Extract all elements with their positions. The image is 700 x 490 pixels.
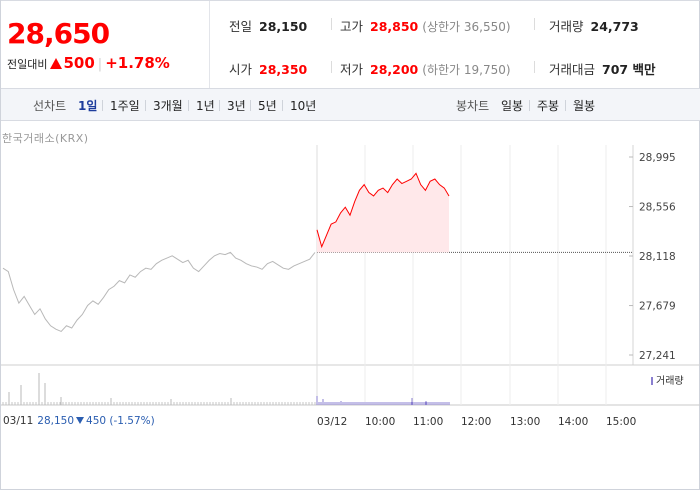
prev-date: 03/11: [3, 415, 34, 427]
stat-value: 28,850: [370, 19, 419, 34]
period-1d-button[interactable]: 1일: [78, 99, 98, 113]
prev-day-line: [2, 251, 316, 333]
stat-value: 707 백만: [602, 62, 656, 77]
change-percent: +1.78%: [105, 54, 170, 72]
period-3m-button[interactable]: 3개월: [153, 99, 183, 113]
x-axis-labels: 03/12 10:00 11:00 12:00 13:00 14:00 15:00: [317, 416, 636, 428]
change-row: 전일대비 500 | +1.78%: [7, 54, 170, 72]
y-tick-label: 28,556: [639, 202, 676, 214]
current-price-box: 28,650 전일대비 500 | +1.78%: [1, 1, 210, 89]
stat-open: 시가 28,350: [229, 59, 307, 78]
chart-grid: [316, 145, 633, 405]
stat-value: 24,773: [590, 19, 639, 34]
stat-trade-value: 거래대금 707 백만: [549, 59, 655, 78]
separator: [102, 100, 103, 111]
separator: [565, 100, 566, 111]
stat-label: 저가: [340, 62, 364, 77]
x-tick-label: 10:00: [365, 416, 395, 428]
prev-change: 450 (-1.57%): [86, 415, 155, 427]
stat-low: 저가 28,200 (하한가 19,750): [340, 59, 511, 78]
divider: |: [97, 57, 103, 72]
stat-label: 전일: [229, 19, 253, 34]
stat-label: 시가: [229, 62, 253, 77]
period-1y-button[interactable]: 1년: [196, 99, 215, 113]
current-price: 28,650: [7, 17, 110, 50]
prev-price: 28,150: [37, 415, 75, 427]
candle-daily-button[interactable]: 일봉: [501, 99, 524, 113]
separator: [282, 100, 283, 111]
x-tick-label: 14:00: [558, 416, 588, 428]
down-triangle-icon: [76, 417, 85, 424]
separator: [188, 100, 189, 111]
period-10y-button[interactable]: 10년: [290, 99, 317, 113]
stat-limit: (상한가 36,550): [422, 20, 511, 34]
volume-legend-label: 거래량: [656, 376, 684, 387]
chart-toolbar: 선차트 1일 1주일 3개월 1년 3년 5년 10년 봉차트 일봉 주봉 월봉: [1, 88, 700, 121]
y-axis-labels: 28,995 28,556 28,118 27,679 27,241: [629, 152, 676, 362]
change-amount: 500: [63, 54, 95, 72]
divider: [534, 61, 535, 73]
line-chart-label: 선차트: [33, 99, 67, 113]
x-tick-label: 15:00: [606, 416, 636, 428]
candle-chart-label: 봉차트: [456, 99, 490, 113]
stat-label: 거래량: [549, 19, 584, 34]
change-label: 전일대비: [7, 58, 48, 71]
stat-volume: 거래량 24,773: [549, 16, 639, 35]
x-tick-label: 13:00: [510, 416, 540, 428]
y-tick-label: 28,118: [639, 251, 676, 263]
y-tick-label: 27,679: [639, 301, 676, 313]
separator: [529, 100, 530, 111]
candle-weekly-button[interactable]: 주봉: [537, 99, 560, 113]
x-tick-label: 11:00: [413, 416, 443, 428]
volume-bars: [2, 373, 450, 405]
up-triangle-icon: [50, 58, 63, 69]
chart-frame: [1, 145, 700, 406]
volume-swatch: [651, 377, 653, 385]
separator: [250, 100, 251, 111]
stat-prev-close: 전일 28,150: [229, 16, 307, 35]
prev-day-info: 03/11 28,150 450 (-1.57%): [3, 415, 155, 427]
divider: [331, 18, 332, 30]
x-tick-label: 12:00: [461, 416, 491, 428]
stat-limit: (하한가 19,750): [422, 63, 511, 77]
stat-label: 고가: [340, 19, 364, 34]
x-tick-label: 03/12: [317, 416, 347, 428]
price-summary: 28,650 전일대비 500 | +1.78% 전일 28,150 고가 28,850(…: [1, 0, 700, 89]
candle-monthly-button[interactable]: 월봉: [573, 99, 596, 113]
period-1w-button[interactable]: 1주일: [110, 99, 140, 113]
stat-label: 거래대금: [549, 62, 596, 77]
separator: [145, 100, 146, 111]
y-tick-label: 27,241: [639, 350, 676, 362]
market-label: 한국거래소(KRX): [2, 132, 89, 145]
stat-value: 28,350: [259, 62, 308, 77]
volume-legend: 거래량: [651, 372, 684, 387]
y-tick-label: 28,995: [639, 152, 676, 164]
stat-high: 고가 28,850 (상한가 36,550): [340, 16, 511, 35]
price-lines: [2, 172, 450, 333]
today-area-fill: [317, 173, 449, 253]
stat-value: 28,150: [259, 19, 308, 34]
period-5y-button[interactable]: 5년: [258, 99, 277, 113]
period-3y-button[interactable]: 3년: [227, 99, 246, 113]
stat-value: 28,200: [370, 62, 419, 77]
today-area: [317, 173, 449, 253]
separator: [219, 100, 220, 111]
today-price-line: [316, 172, 450, 249]
divider: [331, 61, 332, 73]
divider: [534, 18, 535, 30]
